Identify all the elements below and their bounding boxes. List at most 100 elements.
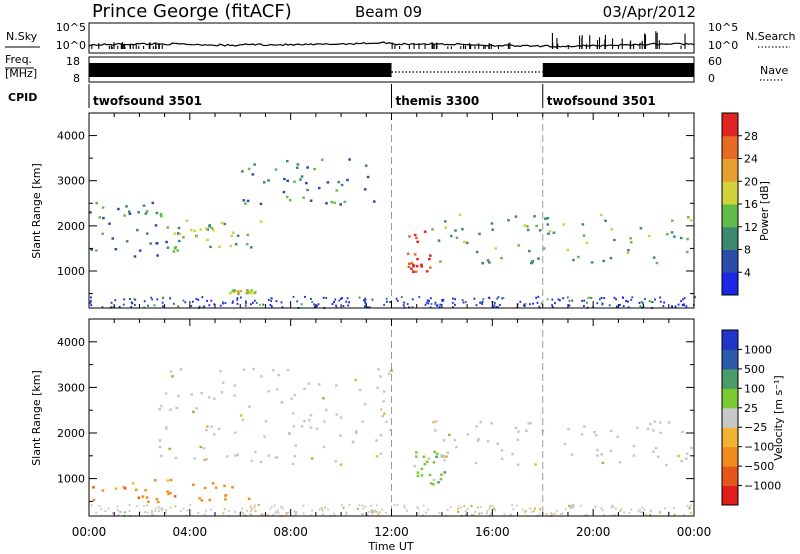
heatmap-cell [253,504,256,507]
heatmap-cell [133,297,136,300]
heatmap-cell [100,507,103,510]
heatmap-cell [598,298,601,301]
heatmap-cell [539,508,541,511]
heatmap-cell [180,510,182,513]
heatmap-cell [286,368,290,372]
heatmap-cell [415,236,418,240]
heatmap-cell [232,300,234,303]
heatmap-cell [423,230,427,233]
heatmap-cell [250,514,253,517]
y-tick-label: 3000 [57,175,85,188]
heatmap-cell [111,237,115,240]
heatmap-cell [347,304,350,307]
colorbar-tick-label: −1000 [744,480,781,493]
heatmap-cell [403,504,406,507]
heatmap-cell [482,298,485,301]
heatmap-cell [475,304,478,307]
heatmap-cell [182,299,185,302]
heatmap-cell [615,298,617,301]
heatmap-cell [688,507,691,510]
heatmap-cell [232,231,235,234]
heatmap-cell [294,511,297,514]
heatmap-cell [101,232,104,235]
heatmap-cell [407,265,411,269]
heatmap-cell [408,235,411,238]
heatmap-cell [190,228,193,232]
heatmap-cell [165,427,168,430]
heatmap-cell [287,511,290,514]
heatmap-cell [303,419,306,423]
heatmap-cell [524,302,527,305]
heatmap-cell [673,506,676,509]
heatmap-cell [418,296,421,299]
heatmap-cell [600,296,603,299]
heatmap-cell [623,511,626,514]
heatmap-cell [195,407,198,410]
heatmap-cell [124,487,127,490]
nave-right-tick-top: 60 [708,55,722,68]
heatmap-cell [481,262,484,265]
heatmap-cell [677,303,680,306]
heatmap-cell [210,425,213,428]
heatmap-cell [601,509,604,512]
heatmap-cell [432,461,436,464]
heatmap-cell [241,507,243,510]
heatmap-cell [434,301,437,304]
heatmap-cell [490,222,494,225]
heatmap-cell [500,256,503,260]
heatmap-cell [455,236,459,239]
heatmap-cell [590,297,593,300]
heatmap-cell [465,513,467,516]
heatmap-cell [486,440,490,443]
heatmap-cell [155,242,159,245]
heatmap-cell [300,175,304,178]
heatmap-cell [123,298,126,301]
heatmap-cell [659,421,662,424]
heatmap-cell [659,300,662,303]
heatmap-cell [427,302,430,305]
heatmap-cell [288,432,291,435]
heatmap-cell [172,250,176,253]
colorbar-segment [722,204,738,228]
heatmap-cell [422,455,426,458]
heatmap-cell [454,303,456,306]
heatmap-cell [337,180,340,184]
heatmap-cell [602,513,605,516]
heatmap-cell [305,181,308,185]
heatmap-cell [231,301,234,304]
heatmap-cell [277,509,279,512]
heatmap-cell [161,297,164,300]
cpid-segment-label: twofsound 3501 [547,94,656,108]
heatmap-cell [154,479,157,482]
heatmap-cell [295,513,298,516]
y-tick-label: 2000 [57,220,85,233]
heatmap-cell [538,229,542,232]
heatmap-cell [293,455,297,458]
time-x-axis: 00:00 04:00 08:00 12:00 16:00 20:00 00:00 [72,113,711,539]
heatmap-cell [530,261,533,265]
heatmap-cell [417,512,420,515]
heatmap-cell [146,232,149,235]
mhz-label: [MHz] [5,67,37,80]
heatmap-cell [453,438,457,442]
heatmap-cell [553,512,556,515]
heatmap-cell [425,270,429,273]
heatmap-cell [673,513,676,516]
heatmap-cell [300,303,303,306]
heatmap-cell [423,463,427,466]
heatmap-cell [335,304,337,307]
heatmap-cell [654,447,658,450]
heatmap-cell [596,302,599,305]
heatmap-cell [200,499,204,502]
heatmap-cell [446,509,449,512]
heatmap-cell [439,260,442,263]
heatmap-cell [501,297,504,300]
heatmap-cell [168,447,171,451]
heatmap-cell [642,302,644,305]
heatmap-cell [166,479,170,482]
heatmap-cell [291,412,295,415]
heatmap-cell [429,254,432,257]
search-label: N.Search [746,30,796,43]
heatmap-cell [286,179,289,182]
heatmap-cell [211,482,215,485]
